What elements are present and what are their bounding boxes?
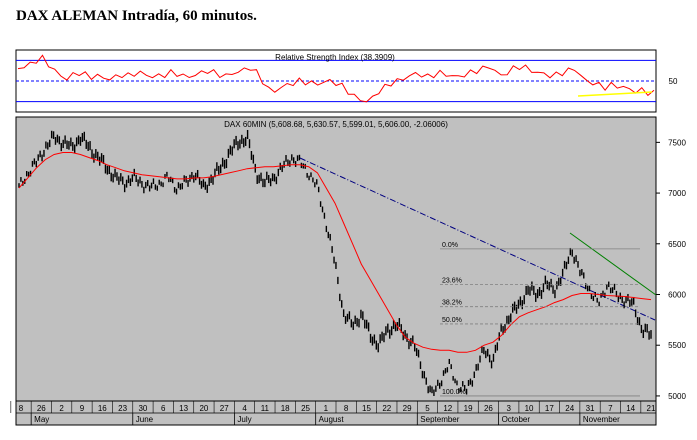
x-tick-label: 8 (344, 404, 349, 413)
x-tick-label: 6 (161, 404, 166, 413)
price-y-tick-label: 6000 (668, 291, 686, 300)
x-tick-label: 12 (443, 404, 452, 413)
page-title: DAX ALEMAN Intradía, 60 minutos. (16, 8, 257, 24)
x-tick-label: 24 (565, 404, 574, 413)
x-tick-label: 26 (484, 404, 493, 413)
x-tick-label: 4 (242, 404, 247, 413)
x-tick-label: 27 (220, 404, 229, 413)
rsi-y-tick-label: 50 (669, 77, 678, 86)
x-tick-label: 13 (179, 404, 188, 413)
fib-level-label: 38.2% (442, 300, 462, 307)
x-tick-label: 26 (37, 404, 46, 413)
price-panel (15, 116, 657, 402)
month-label: August (319, 415, 345, 424)
x-tick-label: 10 (525, 404, 534, 413)
month-label: September (420, 415, 459, 424)
price-y-tick-label: 5000 (668, 392, 686, 401)
price-y-tick-label: 7500 (668, 138, 686, 147)
x-tick-label: 7 (608, 404, 613, 413)
x-tick-label: 23 (118, 404, 127, 413)
x-tick-label: 15 (362, 404, 371, 413)
x-tick-label: 31 (586, 404, 595, 413)
price-title: DAX 60MIN (5,608.68, 5,630.57, 5,599.01,… (224, 120, 448, 129)
month-label: June (136, 415, 154, 424)
x-tick-label: 16 (98, 404, 107, 413)
price-y-tick-label: 6500 (668, 240, 686, 249)
x-tick-label: 18 (281, 404, 290, 413)
x-tick-label: 21 (647, 404, 656, 413)
month-label: October (502, 415, 531, 424)
x-tick-label: 30 (138, 404, 147, 413)
month-label: November (583, 415, 620, 424)
rsi-series-line (17, 54, 655, 103)
fib-level-label: 50.0% (442, 317, 462, 324)
x-tick-label: 1 (324, 404, 329, 413)
x-tick-label: 22 (382, 404, 391, 413)
x-tick-label: 17 (545, 404, 554, 413)
fib-level-label: 23.6% (442, 277, 462, 284)
x-tick-label: 19 (464, 404, 473, 413)
x-tick-label: 14 (626, 404, 635, 413)
x-tick-label: 20 (199, 404, 208, 413)
rsi-title: Relative Strength Index (38.3909) (275, 53, 395, 62)
downtrend-line (299, 157, 656, 321)
fib-level-label: 0.0% (442, 242, 458, 249)
rsi-trendline (577, 91, 653, 97)
x-tick-label: 3 (507, 404, 512, 413)
x-tick-label: 2 (59, 404, 64, 413)
price-y-tick-label: 5500 (668, 341, 686, 350)
month-label: July (237, 415, 251, 424)
x-tick-label: 9 (80, 404, 85, 413)
price-y-tick-label: 7000 (668, 189, 686, 198)
month-label: May (34, 415, 49, 424)
x-tick-label: 11 (261, 404, 270, 413)
x-tick-label: 5 (425, 404, 430, 413)
fib-level-label: 100.0% (442, 389, 466, 396)
x-tick-label: 8 (19, 404, 24, 413)
x-tick-label: 25 (301, 404, 310, 413)
channel-upper-line (569, 232, 657, 296)
x-tick-label: 29 (403, 404, 412, 413)
